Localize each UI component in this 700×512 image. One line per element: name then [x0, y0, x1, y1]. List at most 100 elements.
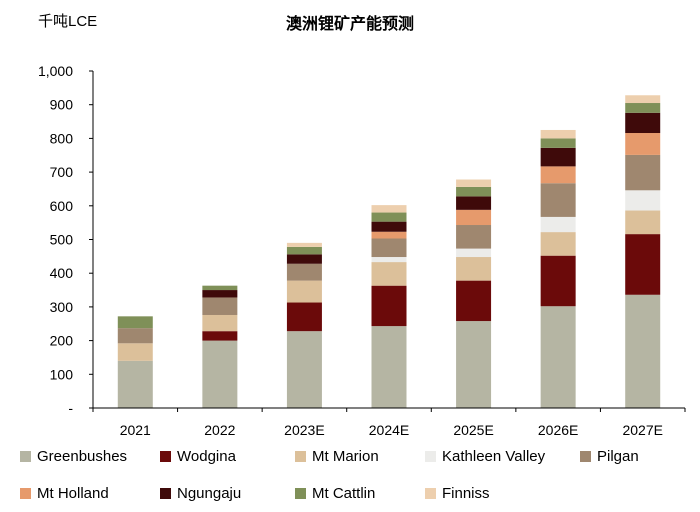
legend-swatch — [425, 451, 436, 462]
y-tick-label: 400 — [50, 265, 74, 281]
bar-segment-mt-cattlin-2023e — [286, 246, 322, 255]
y-tick-label: 100 — [50, 366, 74, 382]
legend-label: Mt Holland — [37, 485, 109, 502]
legend-swatch — [295, 488, 306, 499]
legend-label: Ngungaju — [177, 485, 242, 502]
y-tick-label: 300 — [50, 299, 74, 315]
legend-item-mt-cattlin: Mt Cattlin — [295, 485, 375, 502]
bar-segment-wodgina-2023e — [286, 302, 322, 332]
bar-segment-mt-marion-2027e — [625, 210, 661, 235]
bar-segment-finniss-2027e — [625, 95, 661, 104]
bar-segment-mt-cattlin-2026e — [540, 138, 576, 148]
x-tick-label: 2021 — [120, 422, 151, 438]
bar-segment-ngungaju-2026e — [540, 147, 576, 167]
bar-segment-pilgan-2025e — [456, 225, 492, 249]
legend-item-ngungaju: Ngungaju — [160, 485, 241, 502]
legend-swatch — [160, 451, 171, 462]
legend-label: Wodgina — [177, 448, 236, 465]
legend-label: Pilgan — [597, 448, 639, 465]
bar-segment-wodgina-2027e — [625, 234, 661, 295]
bar-segment-kathleen-valley-2024e — [371, 257, 407, 263]
x-tick-label: 2027E — [622, 422, 662, 438]
y-tick-label: 200 — [50, 333, 74, 349]
bar-segment-pilgan-2023e — [286, 263, 322, 281]
bar-segment-pilgan-2021 — [117, 328, 153, 344]
legend-label: Mt Marion — [312, 448, 379, 465]
y-tick-label: 1,000 — [38, 63, 73, 79]
legend-swatch — [20, 451, 31, 462]
y-tick-label: 600 — [50, 198, 74, 214]
bar-segment-greenbushes-2027e — [625, 294, 661, 408]
bar-segment-mt-marion-2021 — [117, 343, 153, 361]
legend-item-mt-marion: Mt Marion — [295, 448, 379, 465]
bar-segment-greenbushes-2024e — [371, 326, 407, 408]
x-tick-label: 2025E — [453, 422, 493, 438]
stacked-bar-chart: - 100 200 300 400 500 600 700 800 900 1,000 2021 202… — [38, 63, 686, 438]
bar-segment-ngungaju-2025e — [456, 196, 492, 210]
x-tick-label: 2023E — [284, 422, 324, 438]
x-tick-label: 2022 — [204, 422, 235, 438]
bar-segment-ngungaju-2027e — [625, 112, 661, 134]
legend-label: Kathleen Valley — [442, 448, 546, 465]
bar-segment-wodgina-2022 — [202, 331, 238, 341]
bar-segment-mt-holland-2026e — [540, 166, 576, 184]
bar-segment-pilgan-2024e — [371, 238, 407, 258]
x-tick-label: 2026E — [538, 422, 578, 438]
bar-segment-kathleen-valley-2027e — [625, 190, 661, 211]
bar-segment-finniss-2026e — [540, 129, 576, 139]
y-tick-label: 900 — [50, 97, 74, 113]
bar-segment-pilgan-2022 — [202, 297, 238, 315]
chart-title: 澳洲锂矿产能预测 — [285, 16, 414, 33]
bar-segment-greenbushes-2026e — [540, 306, 576, 408]
y-tick-label: - — [68, 400, 73, 416]
bar-segment-mt-holland-2024e — [371, 231, 407, 239]
legend-item-mt-holland: Mt Holland — [20, 485, 109, 502]
legend-label: Finniss — [442, 485, 490, 502]
bar-segment-mt-cattlin-2021 — [117, 316, 153, 329]
bar-segment-ngungaju-2024e — [371, 221, 407, 232]
bar-segment-finniss-2025e — [456, 179, 492, 187]
bar-segment-finniss-2023e — [286, 242, 322, 247]
bar-segment-greenbushes-2022 — [202, 340, 238, 408]
legend-label: Greenbushes — [37, 448, 128, 465]
legend-item-pilgan: Pilgan — [580, 448, 639, 465]
bar-segment-finniss-2024e — [371, 205, 407, 213]
bar-segment-mt-cattlin-2022 — [202, 285, 238, 291]
y-axis-unit-label: 千吨LCE — [38, 13, 98, 30]
bar-segment-mt-marion-2023e — [286, 280, 322, 303]
bar-segment-pilgan-2026e — [540, 183, 576, 217]
bar-segment-mt-holland-2025e — [456, 209, 492, 226]
legend-swatch — [425, 488, 436, 499]
legend-item-greenbushes: Greenbushes — [20, 448, 127, 465]
bar-segment-mt-cattlin-2025e — [456, 186, 492, 197]
bar-segment-mt-holland-2027e — [625, 133, 661, 155]
legend-item-finniss: Finniss — [425, 485, 490, 502]
bar-segment-mt-marion-2026e — [540, 232, 576, 256]
legend-swatch — [295, 451, 306, 462]
bar-segment-greenbushes-2023e — [286, 331, 322, 408]
bar-segment-mt-marion-2024e — [371, 262, 407, 286]
bar-segment-mt-marion-2025e — [456, 257, 492, 281]
y-tick-label: 700 — [50, 164, 74, 180]
legend-item-wodgina: Wodgina — [160, 448, 236, 465]
bar-segment-greenbushes-2025e — [456, 321, 492, 408]
legend-swatch — [160, 488, 171, 499]
y-tick-label: 500 — [50, 232, 74, 248]
bar-segment-ngungaju-2023e — [286, 254, 322, 264]
bar-segment-pilgan-2027e — [625, 154, 661, 191]
bar-segment-wodgina-2026e — [540, 255, 576, 307]
bar-segment-mt-cattlin-2027e — [625, 103, 661, 113]
bar-segment-mt-cattlin-2024e — [371, 212, 407, 222]
bar-segment-wodgina-2025e — [456, 280, 492, 322]
x-tick-label: 2024E — [369, 422, 409, 438]
legend-label: Mt Cattlin — [312, 485, 376, 502]
legend-swatch — [20, 488, 31, 499]
bar-segment-mt-marion-2022 — [202, 314, 238, 332]
bar-segment-greenbushes-2021 — [117, 360, 153, 408]
bar-segment-wodgina-2024e — [371, 285, 407, 327]
bar-segment-ngungaju-2022 — [202, 290, 238, 298]
legend-item-kathleen-valley: Kathleen Valley — [425, 448, 545, 465]
y-tick-label: 800 — [50, 130, 74, 146]
bar-segment-kathleen-valley-2025e — [456, 248, 492, 258]
legend-swatch — [580, 451, 591, 462]
